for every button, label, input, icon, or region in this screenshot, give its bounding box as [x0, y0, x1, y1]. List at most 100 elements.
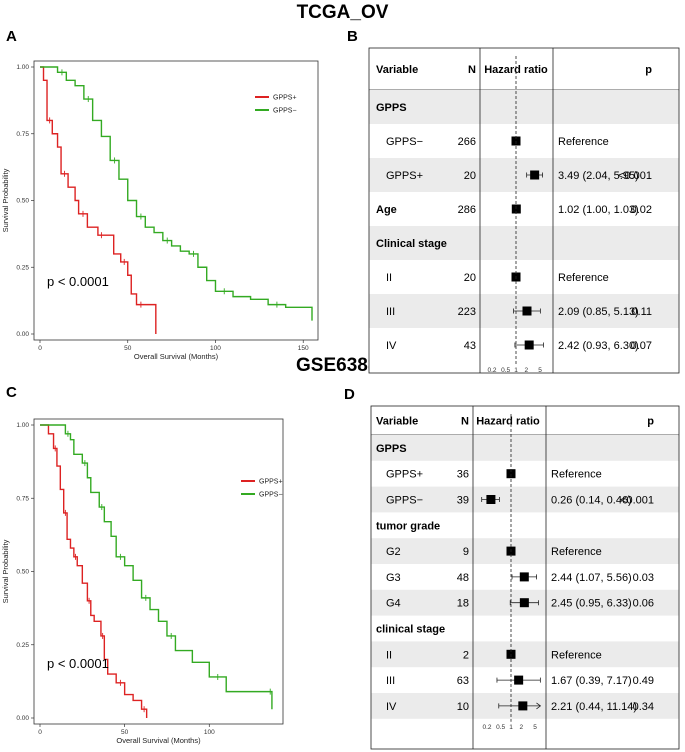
x-tick-label: 0 [38, 345, 42, 352]
forest-tick-label: 2 [525, 367, 529, 374]
header-variable: Variable [376, 64, 418, 76]
row-p-value: 0.49 [633, 675, 654, 687]
row-estimate: Reference [551, 649, 602, 661]
km-curve-gpps-pos [40, 66, 157, 334]
row-n: 43 [464, 340, 476, 352]
row-label: GPPS+ [386, 170, 423, 182]
row-label: tumor grade [376, 520, 440, 532]
plot-frame [33, 418, 284, 725]
y-tick-label: 0.25 [16, 264, 29, 271]
row-p-value: 0.07 [631, 340, 652, 352]
km-curve-gpps-neg [40, 424, 273, 710]
hr-point [522, 306, 532, 316]
row-estimate: 2.45 (0.95, 6.33) [551, 598, 632, 610]
forest-tick-label: 0.5 [501, 367, 510, 374]
row-band [369, 90, 679, 124]
row-label: IV [386, 701, 397, 713]
y-tick-label: 1.00 [16, 422, 29, 429]
header-p: p [647, 416, 654, 428]
row-label: GPPS [376, 443, 407, 455]
row-band [369, 158, 679, 192]
ci-arrow [536, 702, 542, 710]
title-tcga: TCGA_OV [296, 2, 389, 23]
row-p-value: 0.11 [631, 306, 652, 318]
plot-frame [33, 60, 319, 341]
row-label: G3 [386, 572, 401, 584]
y-tick-label: 0.00 [16, 715, 29, 722]
hr-point [524, 340, 534, 350]
x-tick-label: 150 [298, 345, 309, 352]
hr-point [530, 170, 540, 180]
row-n: 2 [463, 649, 469, 661]
y-tick-label: 0.00 [16, 331, 29, 338]
row-n: 48 [457, 572, 469, 584]
x-tick-label: 50 [124, 345, 132, 352]
header-variable: Variable [376, 416, 418, 428]
row-label: clinical stage [376, 624, 445, 636]
row-label: GPPS+ [386, 469, 423, 481]
km-curve-gpps-neg [40, 66, 313, 321]
hr-point [519, 572, 529, 582]
panel-label-a: A [6, 28, 17, 45]
row-p-value: <0.001 [620, 495, 654, 507]
row-estimate: 3.49 (2.04, 5.95) [558, 170, 639, 182]
header-hazard-ratio: Hazard ratio [476, 416, 540, 428]
x-tick-label: 100 [204, 729, 215, 736]
forest-tick-label: 0.5 [496, 724, 505, 731]
forest-tick-label: 1 [514, 367, 518, 374]
header-hazard-ratio: Hazard ratio [484, 64, 548, 76]
x-axis-label: Overall Survival (Months) [116, 736, 201, 745]
forest-tick-label: 5 [538, 367, 542, 374]
row-label: G4 [386, 598, 401, 610]
row-label: III [386, 306, 395, 318]
header-p: p [645, 64, 652, 76]
row-n: 63 [457, 675, 469, 687]
row-label: II [386, 649, 392, 661]
p-value: p < 0.0001 [47, 656, 109, 671]
row-band [371, 641, 679, 668]
row-band [369, 226, 679, 260]
forest-tick-label: 0.2 [482, 724, 491, 731]
p-value: p < 0.0001 [47, 274, 109, 289]
hr-point [506, 469, 516, 479]
row-estimate: 2.44 (1.07, 5.56) [551, 572, 632, 584]
row-p-value: 0.02 [631, 204, 652, 216]
y-tick-label: 0.75 [16, 131, 29, 138]
row-p-value: 0.03 [633, 572, 654, 584]
header-n: N [468, 64, 476, 76]
row-n: 10 [457, 701, 469, 713]
row-label: IV [386, 340, 397, 352]
y-tick-label: 0.50 [16, 198, 29, 205]
km-curve-gpps-pos [40, 424, 148, 718]
panel-label-b: B [347, 28, 358, 45]
hr-point [514, 675, 524, 685]
x-axis-label: Overall Survival (Months) [134, 352, 219, 361]
row-band [371, 486, 679, 513]
x-tick-label: 0 [38, 729, 42, 736]
row-n: 266 [458, 136, 476, 148]
y-axis-label: Survival Probability [1, 168, 10, 232]
row-estimate: Reference [551, 469, 602, 481]
legend-label: GPPS+ [273, 95, 297, 102]
row-label: GPPS− [386, 495, 423, 507]
y-tick-label: 0.75 [16, 495, 29, 502]
row-label: GPPS− [386, 136, 423, 148]
row-label: II [386, 272, 392, 284]
row-n: 9 [463, 546, 469, 558]
x-tick-label: 50 [121, 729, 129, 736]
row-estimate: 2.09 (0.85, 5.13) [558, 306, 639, 318]
hr-point [519, 598, 529, 608]
header-n: N [461, 416, 469, 428]
row-band [371, 435, 679, 461]
y-tick-label: 0.50 [16, 569, 29, 576]
panel-label-d: D [344, 386, 355, 403]
forest-tick-label: 0.2 [487, 367, 496, 374]
y-tick-label: 1.00 [16, 64, 29, 71]
row-estimate: 0.26 (0.14, 0.46) [551, 495, 632, 507]
y-axis-label: Survival Probability [1, 539, 10, 603]
title-gse: GSE63885 [296, 355, 389, 376]
forest-tick-label: 2 [520, 724, 524, 731]
